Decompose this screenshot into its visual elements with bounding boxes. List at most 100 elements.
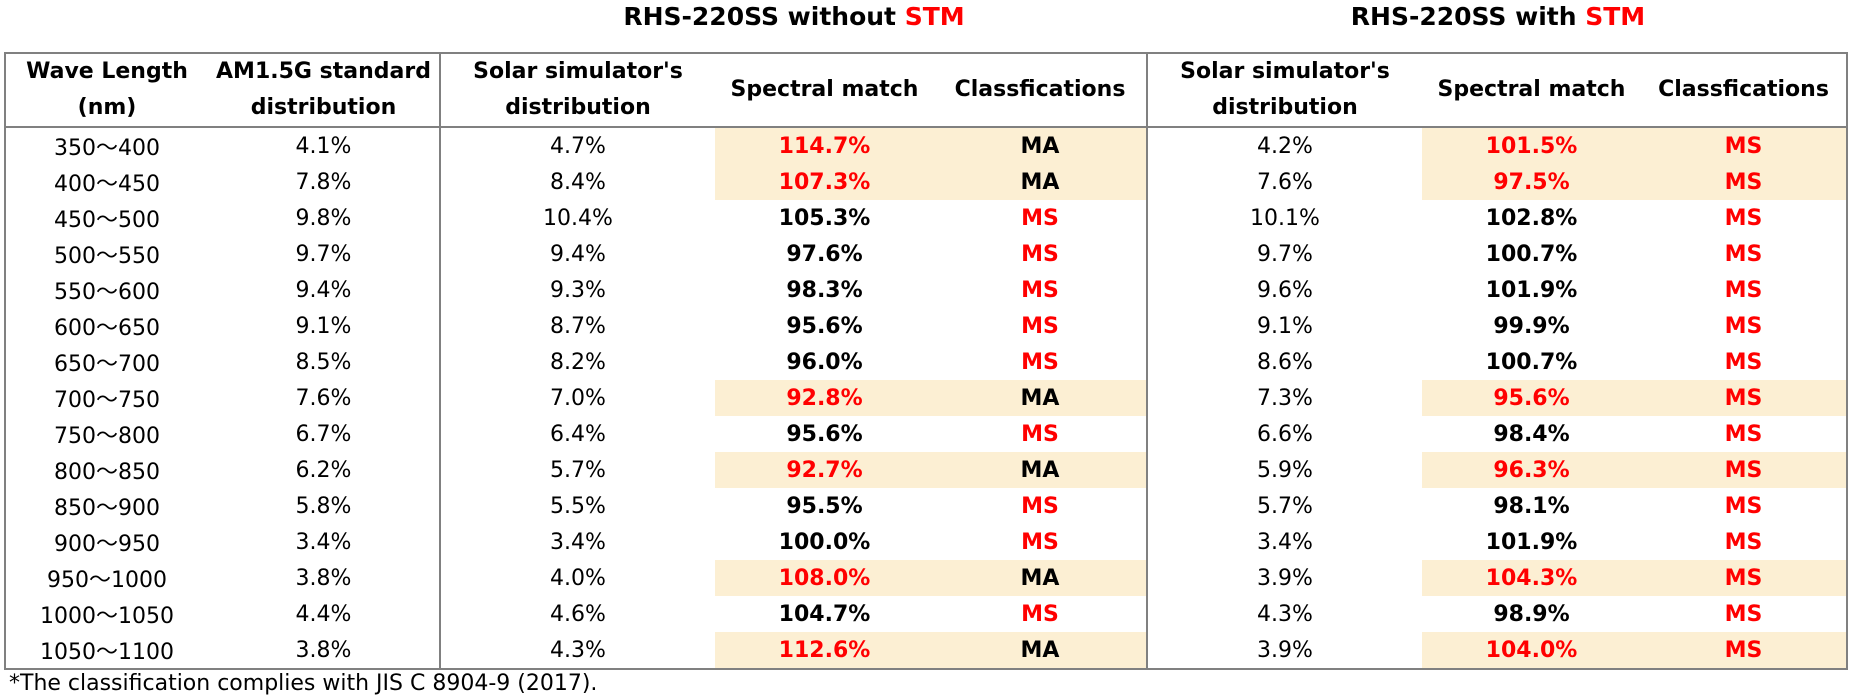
cell-with-spectral-match: 98.1% bbox=[1493, 493, 1570, 519]
cell-am15g: 3.8% bbox=[295, 637, 352, 663]
cell-wavelength: 700～750 bbox=[54, 388, 160, 413]
cell-with-classification: MS bbox=[1724, 241, 1763, 267]
cell-with-classification: MS bbox=[1724, 601, 1763, 627]
table-row: 400～450 7.8% 8.4% 107.3% MA 7.6% 97.5% MS bbox=[5, 164, 1847, 200]
group-title-accent: STM bbox=[1585, 2, 1646, 31]
cell-without-distribution: 9.4% bbox=[439, 236, 715, 272]
cell-wavelength: 400～450 bbox=[54, 172, 160, 197]
cell-wavelength: 850～900 bbox=[54, 496, 160, 521]
table-row: 800～850 6.2% 5.7% 92.7% MA 5.9% 96.3% MS bbox=[5, 452, 1847, 488]
cell-without-distribution: 5.7% bbox=[439, 452, 715, 488]
table-row: 500～550 9.7% 9.4% 97.6% MS 9.7% 100.7% MS bbox=[5, 236, 1847, 272]
cell-am15g: 4.4% bbox=[295, 601, 352, 627]
cell-with-spectral-match: 100.7% bbox=[1485, 349, 1578, 375]
group-title-accent: STM bbox=[904, 2, 965, 31]
table-row: 750～800 6.7% 6.4% 95.6% MS 6.6% 98.4% MS bbox=[5, 416, 1847, 452]
table-row: 450～500 9.8% 10.4% 105.3% MS 10.1% 102.8% MS bbox=[5, 200, 1847, 236]
cell-without-distribution: 9.3% bbox=[439, 272, 715, 308]
cell-am15g: 7.6% bbox=[295, 385, 352, 411]
cell-with-distribution: 9.6% bbox=[1146, 272, 1422, 308]
cell-without-classification: MS bbox=[1021, 493, 1059, 519]
table-row: 650～700 8.5% 8.2% 96.0% MS 8.6% 100.7% MS bbox=[5, 344, 1847, 380]
cell-with-distribution: 10.1% bbox=[1146, 200, 1422, 236]
cell-with-classification: MS bbox=[1641, 164, 1847, 200]
cell-with-distribution: 7.3% bbox=[1146, 380, 1422, 416]
table-row: 550～600 9.4% 9.3% 98.3% MS 9.6% 101.9% MS bbox=[5, 272, 1847, 308]
cell-without-spectral-match: 107.3% bbox=[715, 164, 934, 200]
cell-without-spectral-match: 97.6% bbox=[786, 241, 863, 267]
cell-wavelength: 450～500 bbox=[54, 208, 160, 233]
cell-without-classification: MA bbox=[934, 632, 1147, 669]
cell-without-classification: MS bbox=[1021, 313, 1059, 339]
cell-with-distribution: 9.7% bbox=[1146, 236, 1422, 272]
cell-without-spectral-match: 105.3% bbox=[778, 205, 871, 231]
cell-without-distribution: 4.0% bbox=[439, 560, 715, 596]
group-titles: RHS-220SS without STM RHS-220SS with STM bbox=[0, 0, 1849, 52]
cell-am15g: 3.8% bbox=[295, 565, 352, 591]
header-without-classification: Classfications bbox=[934, 53, 1147, 128]
cell-am15g: 5.8% bbox=[295, 493, 352, 519]
header-without-distribution: Solar simulator's distribution bbox=[439, 53, 715, 128]
cell-without-classification: MA bbox=[934, 560, 1147, 596]
cell-with-classification: MS bbox=[1724, 529, 1763, 555]
cell-without-classification: MS bbox=[1021, 349, 1059, 375]
cell-wavelength: 750～800 bbox=[54, 424, 160, 449]
cell-wavelength: 1000～1050 bbox=[40, 604, 174, 629]
cell-wavelength: 350～400 bbox=[54, 136, 160, 161]
cell-with-spectral-match: 104.0% bbox=[1422, 632, 1641, 669]
cell-with-distribution: 5.7% bbox=[1146, 488, 1422, 524]
cell-with-classification: MS bbox=[1641, 560, 1847, 596]
cell-am15g: 9.8% bbox=[295, 205, 352, 231]
cell-with-spectral-match: 100.7% bbox=[1485, 241, 1578, 267]
cell-without-spectral-match: 92.8% bbox=[715, 380, 934, 416]
cell-wavelength: 900～950 bbox=[54, 532, 160, 557]
header-with-spectral-match: Spectral match bbox=[1422, 53, 1641, 128]
table-row: 700～750 7.6% 7.0% 92.8% MA 7.3% 95.6% MS bbox=[5, 380, 1847, 416]
cell-am15g: 9.1% bbox=[295, 313, 352, 339]
cell-with-classification: MS bbox=[1641, 632, 1847, 669]
cell-without-classification: MS bbox=[1021, 601, 1059, 627]
cell-without-distribution: 8.2% bbox=[439, 344, 715, 380]
cell-without-distribution: 4.3% bbox=[439, 632, 715, 669]
cell-without-spectral-match: 98.3% bbox=[786, 277, 863, 303]
cell-without-classification: MS bbox=[1021, 277, 1059, 303]
cell-without-distribution: 5.5% bbox=[439, 488, 715, 524]
cell-without-spectral-match: 114.7% bbox=[715, 127, 934, 164]
cell-wavelength: 650～700 bbox=[54, 352, 160, 377]
cell-with-distribution: 8.6% bbox=[1146, 344, 1422, 380]
cell-without-classification: MS bbox=[1021, 241, 1059, 267]
cell-with-distribution: 3.9% bbox=[1146, 632, 1422, 669]
cell-with-classification: MS bbox=[1724, 493, 1763, 519]
cell-without-spectral-match: 95.5% bbox=[786, 493, 863, 519]
cell-am15g: 7.8% bbox=[295, 169, 352, 195]
table-body: 350～400 4.1% 4.7% 114.7% MA 4.2% 101.5% MS 400～4… bbox=[5, 127, 1847, 669]
cell-wavelength: 800～850 bbox=[54, 460, 160, 485]
cell-am15g: 6.2% bbox=[295, 457, 352, 483]
group-title-prefix: RHS-220SS with bbox=[1350, 2, 1586, 31]
cell-without-classification: MS bbox=[1021, 529, 1059, 555]
cell-without-spectral-match: 95.6% bbox=[786, 421, 863, 447]
cell-without-distribution: 4.6% bbox=[439, 596, 715, 632]
cell-wavelength: 550～600 bbox=[54, 280, 160, 305]
cell-without-distribution: 3.4% bbox=[439, 524, 715, 560]
cell-without-spectral-match: 95.6% bbox=[786, 313, 863, 339]
cell-without-spectral-match: 96.0% bbox=[786, 349, 863, 375]
cell-wavelength: 600～650 bbox=[54, 316, 160, 341]
cell-am15g: 8.5% bbox=[295, 349, 352, 375]
cell-with-distribution: 4.3% bbox=[1146, 596, 1422, 632]
cell-with-distribution: 9.1% bbox=[1146, 308, 1422, 344]
cell-with-spectral-match: 104.3% bbox=[1422, 560, 1641, 596]
cell-am15g: 4.1% bbox=[295, 133, 352, 159]
cell-am15g: 6.7% bbox=[295, 421, 352, 447]
cell-without-classification: MA bbox=[934, 452, 1147, 488]
cell-with-distribution: 6.6% bbox=[1146, 416, 1422, 452]
cell-with-classification: MS bbox=[1724, 313, 1763, 339]
cell-without-classification: MA bbox=[934, 127, 1147, 164]
cell-wavelength: 950～1000 bbox=[47, 568, 167, 593]
table-row: 1050～1100 3.8% 4.3% 112.6% MA 3.9% 104.0% MS bbox=[5, 632, 1847, 669]
cell-am15g: 9.4% bbox=[295, 277, 352, 303]
cell-with-classification: MS bbox=[1724, 205, 1763, 231]
cell-with-spectral-match: 98.9% bbox=[1493, 601, 1570, 627]
cell-with-classification: MS bbox=[1724, 421, 1763, 447]
group-title-without-stm: RHS-220SS without STM bbox=[474, 0, 1114, 52]
